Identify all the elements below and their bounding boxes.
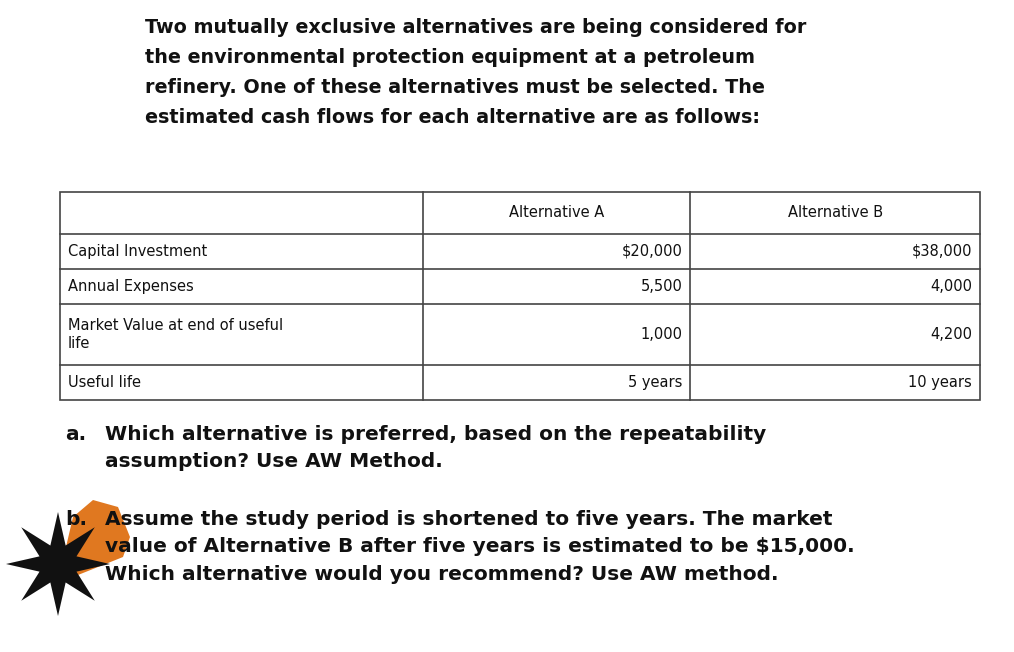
Text: Market Value at end of useful
life: Market Value at end of useful life — [68, 318, 283, 351]
Text: 4,000: 4,000 — [930, 279, 972, 294]
Text: estimated cash flows for each alternative are as follows:: estimated cash flows for each alternativ… — [145, 108, 760, 127]
Text: 4,200: 4,200 — [930, 327, 972, 342]
Text: refinery. One of these alternatives must be selected. The: refinery. One of these alternatives must… — [145, 78, 765, 97]
Text: $20,000: $20,000 — [622, 244, 682, 259]
Text: 10 years: 10 years — [909, 375, 972, 390]
Text: a.: a. — [65, 425, 86, 444]
Polygon shape — [66, 500, 130, 577]
Text: Assume the study period is shortened to five years. The market
value of Alternat: Assume the study period is shortened to … — [105, 510, 855, 584]
Text: Annual Expenses: Annual Expenses — [68, 279, 194, 294]
Text: b.: b. — [65, 510, 87, 529]
Text: Capital Investment: Capital Investment — [68, 244, 207, 259]
Polygon shape — [6, 512, 110, 616]
Text: Which alternative is preferred, based on the repeatability
assumption? Use AW Me: Which alternative is preferred, based on… — [105, 425, 767, 471]
Text: Useful life: Useful life — [68, 375, 141, 390]
Text: Alternative B: Alternative B — [788, 205, 882, 220]
Text: 1,000: 1,000 — [640, 327, 682, 342]
Text: the environmental protection equipment at a petroleum: the environmental protection equipment a… — [145, 48, 755, 67]
Text: 5 years: 5 years — [628, 375, 682, 390]
Text: Two mutually exclusive alternatives are being considered for: Two mutually exclusive alternatives are … — [145, 18, 806, 37]
Text: Alternative A: Alternative A — [509, 205, 604, 220]
Text: $38,000: $38,000 — [912, 244, 972, 259]
Text: 5,500: 5,500 — [640, 279, 682, 294]
